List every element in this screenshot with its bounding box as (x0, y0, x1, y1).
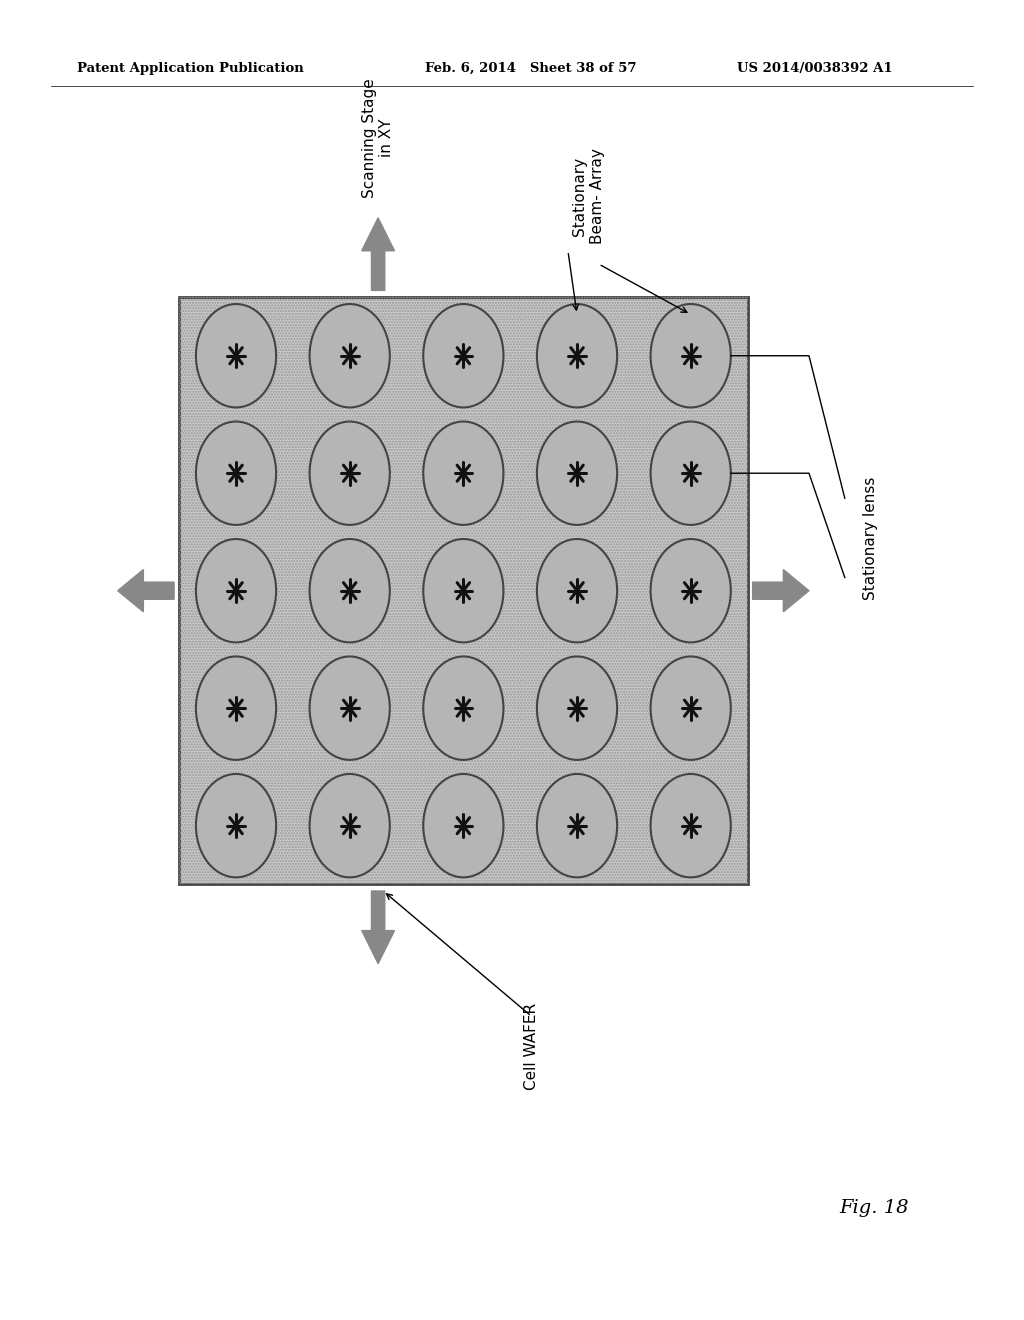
Text: Cell WAFER: Cell WAFER (524, 1003, 539, 1090)
FancyArrow shape (753, 570, 809, 612)
Circle shape (650, 304, 731, 408)
Text: Feb. 6, 2014   Sheet 38 of 57: Feb. 6, 2014 Sheet 38 of 57 (425, 62, 637, 75)
Text: Stationary lenss: Stationary lenss (863, 477, 878, 599)
Circle shape (309, 539, 390, 643)
Circle shape (650, 656, 731, 760)
FancyArrow shape (361, 891, 394, 964)
Circle shape (423, 539, 504, 643)
Circle shape (537, 539, 617, 643)
Text: Stationary
Beam- Array: Stationary Beam- Array (572, 148, 604, 244)
Circle shape (423, 421, 504, 525)
Text: Fig. 18: Fig. 18 (840, 1199, 909, 1217)
Circle shape (537, 774, 617, 878)
Circle shape (196, 774, 276, 878)
Circle shape (196, 539, 276, 643)
Circle shape (423, 774, 504, 878)
FancyArrow shape (118, 570, 174, 612)
Circle shape (309, 656, 390, 760)
Circle shape (650, 421, 731, 525)
Circle shape (196, 304, 276, 408)
Circle shape (537, 304, 617, 408)
Circle shape (309, 774, 390, 878)
Bar (179, 297, 748, 884)
Circle shape (309, 304, 390, 408)
Circle shape (196, 656, 276, 760)
Circle shape (309, 421, 390, 525)
Circle shape (650, 774, 731, 878)
FancyArrow shape (361, 218, 394, 290)
Circle shape (423, 656, 504, 760)
Text: Scanning Stage
in XY: Scanning Stage in XY (361, 78, 394, 198)
Circle shape (196, 421, 276, 525)
Bar (179, 297, 748, 884)
Circle shape (537, 656, 617, 760)
Circle shape (423, 304, 504, 408)
Text: US 2014/0038392 A1: US 2014/0038392 A1 (737, 62, 893, 75)
Text: Patent Application Publication: Patent Application Publication (77, 62, 303, 75)
Circle shape (537, 421, 617, 525)
Circle shape (650, 539, 731, 643)
